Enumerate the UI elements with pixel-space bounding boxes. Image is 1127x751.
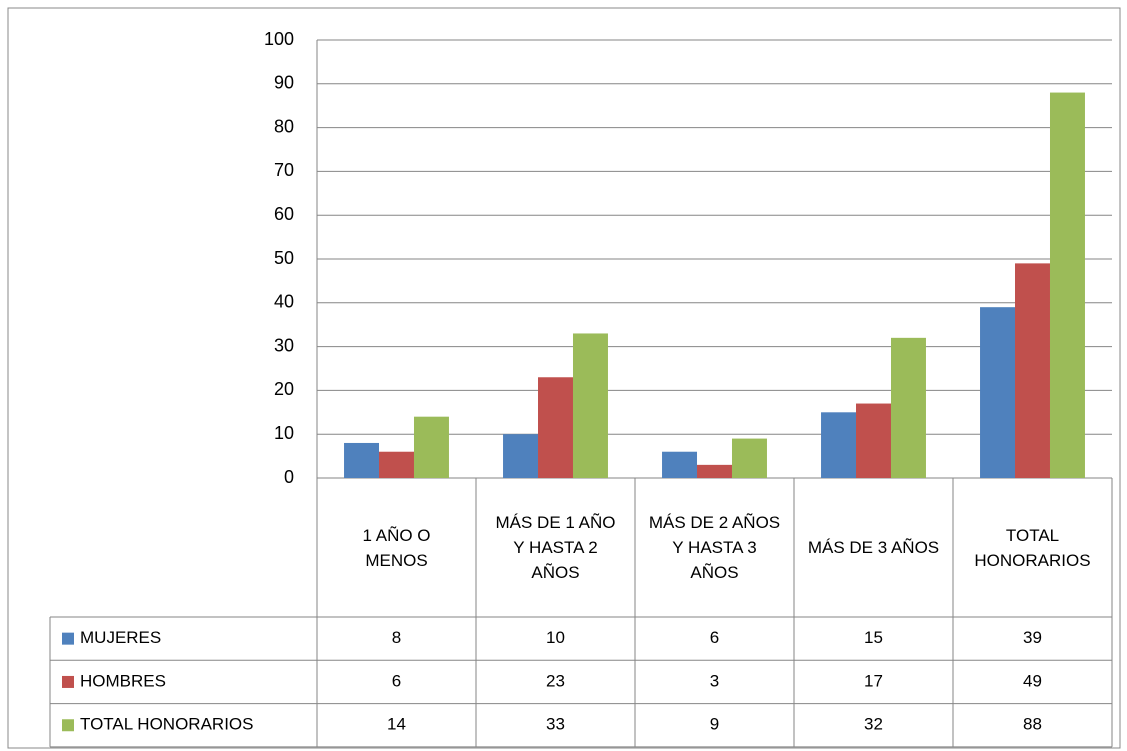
table-value: 88 bbox=[1023, 715, 1042, 734]
bar bbox=[697, 464, 732, 478]
y-tick-label: 90 bbox=[274, 73, 294, 93]
y-tick-label: 30 bbox=[274, 335, 294, 355]
table-value: 32 bbox=[864, 715, 883, 734]
legend-swatch bbox=[62, 632, 74, 645]
table-value: 23 bbox=[546, 671, 565, 690]
table-value: 6 bbox=[710, 628, 719, 647]
category-cell: TOTAL HONORARIOS bbox=[974, 525, 1091, 570]
table-value: 3 bbox=[710, 671, 719, 690]
table-value: 8 bbox=[392, 628, 401, 647]
bar bbox=[344, 442, 380, 478]
bar bbox=[413, 416, 449, 478]
bar bbox=[856, 403, 891, 478]
category-cell: MÁS DE 3 AÑOS bbox=[807, 538, 940, 557]
y-tick-label: 100 bbox=[264, 29, 294, 49]
category-cell: MÁS DE 2 AÑOS Y HASTA 3 AÑOS bbox=[648, 513, 781, 582]
bar bbox=[572, 333, 608, 478]
y-tick-label: 10 bbox=[274, 423, 294, 443]
y-tick-label: 40 bbox=[274, 292, 294, 312]
y-tick-label: 50 bbox=[274, 248, 294, 268]
y-tick-label: 0 bbox=[284, 467, 294, 487]
bar bbox=[980, 307, 1016, 478]
y-tick-label: 70 bbox=[274, 160, 294, 180]
bar bbox=[379, 451, 414, 478]
y-tick-label: 80 bbox=[274, 116, 294, 136]
x-tick-label: MÁS DE 1 AÑO Y HASTA 2 AÑOS bbox=[495, 513, 616, 582]
legend-label: HOMBRES bbox=[80, 671, 166, 690]
bar bbox=[538, 377, 573, 478]
table-value: 49 bbox=[1023, 671, 1042, 690]
table-value: 39 bbox=[1023, 628, 1042, 647]
table-value: 15 bbox=[864, 628, 883, 647]
bar bbox=[890, 337, 926, 478]
y-tick-label: 60 bbox=[274, 204, 294, 224]
table-value: 17 bbox=[864, 671, 883, 690]
y-tick-label: 20 bbox=[274, 379, 294, 399]
bar bbox=[1049, 92, 1085, 478]
category-cell: 1 AÑO O MENOS bbox=[362, 525, 431, 570]
legend-swatch bbox=[62, 675, 74, 688]
bar bbox=[503, 434, 539, 478]
x-tick-label: TOTAL HONORARIOS bbox=[974, 525, 1091, 570]
table-value: 14 bbox=[387, 715, 406, 734]
bar bbox=[821, 412, 857, 478]
legend-label: MUJERES bbox=[80, 628, 161, 647]
table-value: 33 bbox=[546, 715, 565, 734]
bar bbox=[731, 438, 767, 478]
legend-swatch bbox=[62, 719, 74, 732]
table-value: 10 bbox=[546, 628, 565, 647]
x-tick-label: MÁS DE 2 AÑOS Y HASTA 3 AÑOS bbox=[648, 513, 781, 582]
category-cell: MÁS DE 1 AÑO Y HASTA 2 AÑOS bbox=[495, 513, 616, 582]
x-tick-label: 1 AÑO O MENOS bbox=[362, 525, 431, 570]
x-tick-label: MÁS DE 3 AÑOS bbox=[807, 538, 940, 557]
legend-label: TOTAL HONORARIOS bbox=[80, 715, 254, 734]
table-value: 9 bbox=[710, 715, 719, 734]
table-value: 6 bbox=[392, 671, 401, 690]
bar bbox=[1015, 263, 1050, 478]
bar bbox=[662, 451, 698, 478]
